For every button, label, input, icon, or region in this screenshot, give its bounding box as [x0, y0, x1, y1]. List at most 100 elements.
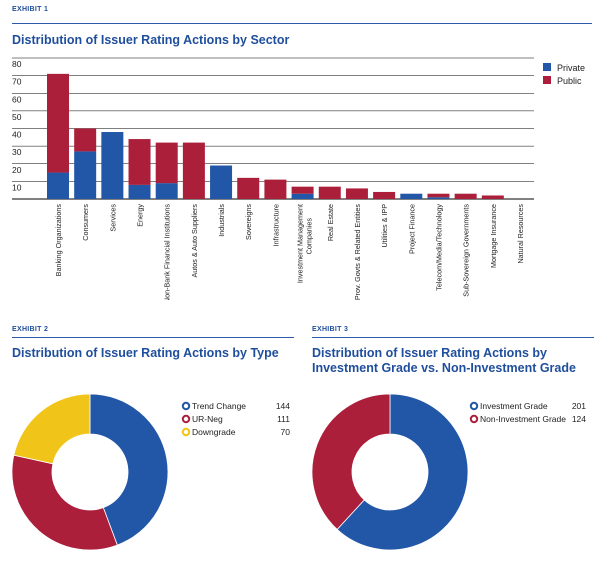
category-label-group: Non-Bank Financial Institutions [163, 204, 172, 300]
category-label: Telecom/Media/Technology [434, 204, 443, 291]
donut-charts: Trend Change 144 UR-Neg 111 Downgrade 70 Inves… [11, 393, 586, 551]
category-label: Infrastructure [271, 204, 280, 246]
category-label: Investment Management [296, 204, 305, 283]
exhibit-3-title: Distribution of Issuer Rating Actions by… [312, 346, 576, 375]
bar-public [481, 195, 504, 199]
type-legend-value: 70 [281, 427, 291, 437]
type-legend-marker [181, 414, 191, 424]
category-label-group: Services [108, 204, 117, 232]
type-slice-downgrade [13, 393, 91, 465]
bar-public [47, 73, 69, 173]
type-legend-label: Trend Change [192, 401, 246, 411]
exhibit-1-title: Distribution of Issuer Rating Actions by… [12, 33, 290, 47]
category-label-group: Banking Organizations [54, 204, 63, 277]
category-label: Prov. Govts & Related Entities [353, 204, 362, 300]
bar-private [128, 184, 151, 199]
category-label-group: Mortgage Insurance [489, 204, 498, 268]
legend-label-public: Public [557, 76, 582, 86]
exhibit-3-rule [312, 337, 594, 338]
bar-public [291, 186, 314, 194]
category-label-group: Sub-Sovereign Governments [462, 204, 471, 297]
y-tick-label: 50 [12, 112, 22, 122]
y-tick-label: 10 [12, 182, 22, 192]
category-label: Sovereigns [244, 204, 253, 240]
category-label-group: Natural Resources [516, 204, 525, 264]
bar-public [264, 179, 287, 199]
category-label-group: Telecom/Media/Technology [434, 204, 443, 291]
y-tick-label: 80 [12, 59, 22, 69]
category-label-group: Real Estate [326, 204, 335, 241]
bar-public [318, 186, 341, 199]
category-label: Real Estate [326, 204, 335, 241]
grade-legend-marker [469, 401, 479, 411]
y-tick-label: 60 [12, 94, 22, 104]
bar-private [47, 172, 69, 199]
bar-public [155, 142, 178, 184]
y-tick-label: 40 [12, 130, 22, 140]
category-label-group: Autos & Auto Suppliers [190, 204, 199, 278]
category-label-group: Utilities & IPP [380, 204, 389, 248]
category-label-group: Investment Management Companies [296, 204, 314, 283]
bar-public [237, 177, 260, 199]
exhibit-2-title: Distribution of Issuer Rating Actions by… [12, 346, 279, 360]
category-label: Natural Resources [516, 204, 525, 264]
category-label-group: Prov. Govts & Related Entities [353, 204, 362, 300]
bar-private [400, 193, 423, 199]
category-label: Companies [305, 218, 314, 255]
category-label: Autos & Auto Suppliers [190, 204, 199, 278]
bar-private [210, 165, 233, 199]
category-label: Utilities & IPP [380, 204, 389, 248]
category-label: Sub-Sovereign Governments [462, 204, 471, 297]
grade-legend-label: Non-Investment Grade [480, 414, 566, 424]
exhibit-2-rule [12, 337, 294, 338]
grade-legend-marker [469, 414, 479, 424]
type-legend-marker [181, 427, 191, 437]
type-legend-label: Downgrade [192, 427, 236, 437]
type-legend-value: 144 [276, 401, 290, 411]
sector-bar-chart: 10 20 30 40 50 60 70 80 Banking Organizations Con… [12, 57, 585, 300]
type-legend-marker [181, 401, 191, 411]
legend-label-private: Private [557, 63, 585, 73]
category-label: Mortgage Insurance [489, 204, 498, 268]
category-label-group: Sovereigns [244, 204, 253, 240]
bar-public [74, 128, 97, 152]
y-tick-label: 20 [12, 165, 22, 175]
category-label: Non-Bank Financial Institutions [163, 204, 172, 300]
type-legend-label: UR-Neg [192, 414, 223, 424]
grade-legend-label: Investment Grade [480, 401, 548, 411]
type-legend-value: 111 [277, 414, 290, 424]
bar-private [101, 132, 124, 199]
bar-private [74, 151, 97, 199]
bar-private [427, 197, 450, 199]
bar-private [155, 183, 178, 199]
type-slice-ur-neg [11, 454, 118, 551]
bar-public [345, 188, 368, 199]
exhibit-3-label: EXHIBIT 3 [312, 326, 349, 333]
exhibit-1-rule [12, 23, 592, 24]
category-label-group: Energy [136, 204, 145, 227]
category-label-group: Infrastructure [271, 204, 280, 246]
category-label: Industrials [217, 204, 226, 237]
bar-public [182, 142, 205, 199]
type-slice-trend-change [89, 393, 169, 546]
category-label-group: Project Finance [407, 204, 416, 254]
category-label: Services [108, 204, 117, 232]
grade-legend-value: 124 [572, 414, 586, 424]
grade-legend-value: 201 [572, 401, 586, 411]
category-label-group: Industrials [217, 204, 226, 237]
exhibit-1-label: EXHIBIT 1 [12, 6, 49, 13]
category-label: Banking Organizations [54, 204, 63, 277]
grade-slice-investment-grade [336, 393, 469, 551]
grade-slice-non-investment-grade [311, 393, 391, 530]
bar-public [454, 193, 477, 199]
legend-swatch-private [543, 63, 551, 71]
category-label-group: Consumers [81, 204, 90, 241]
y-tick-label: 70 [12, 77, 22, 87]
exhibit-2-label: EXHIBIT 2 [12, 326, 49, 333]
bar-public [128, 139, 151, 185]
category-label: Project Finance [407, 204, 416, 254]
bar-public [373, 191, 396, 199]
y-tick-label: 30 [12, 147, 22, 157]
category-label: Consumers [81, 204, 90, 241]
bar-private [291, 193, 314, 199]
